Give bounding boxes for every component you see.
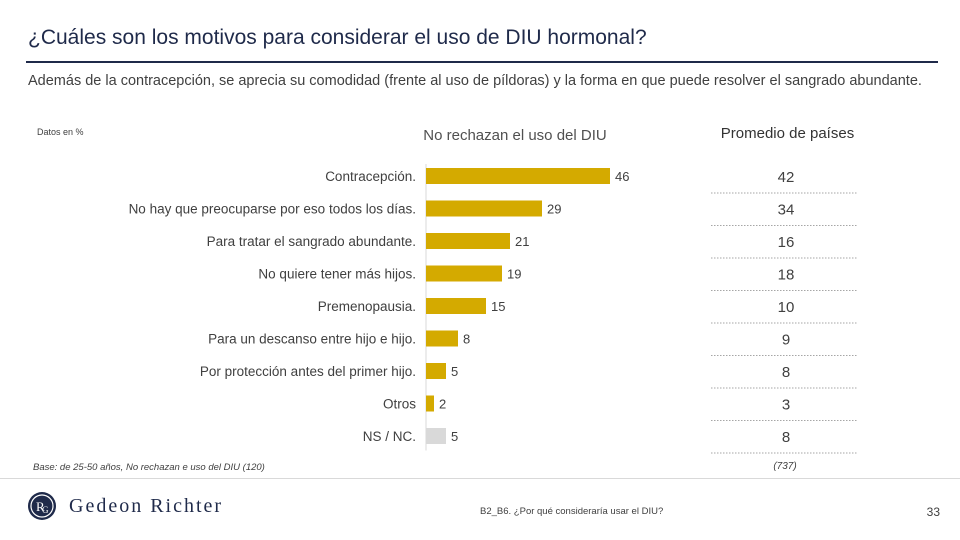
category-label: Premenopausia. [318, 299, 416, 314]
average-value: 18 [778, 267, 795, 284]
average-column-title: Promedio de países [720, 125, 855, 142]
bar [426, 428, 446, 444]
average-value: 8 [782, 429, 790, 446]
bar [426, 298, 486, 314]
page-number: 33 [926, 505, 940, 519]
data-label: 5 [451, 429, 458, 444]
company-logo: R G Gedeon Richter [27, 491, 223, 521]
category-label: Por protección antes del primer hijo. [200, 364, 416, 379]
data-label: 46 [615, 169, 629, 184]
svg-text:R: R [36, 499, 45, 514]
data-label: 5 [451, 364, 458, 379]
bar [426, 200, 542, 217]
average-value: 16 [778, 234, 795, 251]
average-value: 8 [782, 364, 790, 381]
bar [426, 168, 610, 184]
base-note: Base: de 25-50 años, No rechazan e uso d… [33, 462, 265, 473]
category-label: Otros [383, 397, 416, 412]
data-label: 2 [439, 397, 446, 412]
bar [426, 363, 446, 379]
svg-text:G: G [42, 505, 49, 515]
category-label: No hay que preocuparse por eso todos los… [129, 202, 416, 217]
category-label: Para un descanso entre hijo e hijo. [208, 332, 416, 347]
category-label: Contracepción. [325, 169, 416, 184]
title-divider [26, 61, 938, 63]
question-reference: B2_B6. ¿Por qué consideraría usar el DIU… [480, 506, 664, 517]
units-note: Datos en % [37, 127, 84, 137]
slide-subtitle: Además de la contracepción, se aprecia s… [28, 73, 922, 89]
chart-title: No rechazan el uso del DIU [423, 127, 607, 144]
data-label: 21 [515, 234, 529, 249]
bar [426, 265, 502, 282]
category-label: No quiere tener más hijos. [258, 267, 416, 282]
average-value: 10 [778, 299, 795, 316]
logo-wordmark: Gedeon Richter [69, 494, 224, 517]
data-label: 15 [491, 299, 505, 314]
average-value: 3 [782, 397, 790, 414]
bar [426, 395, 434, 412]
bar [426, 330, 458, 347]
average-value: 9 [782, 332, 790, 349]
data-label: 19 [507, 267, 521, 282]
footer-divider [0, 478, 960, 479]
data-label: 8 [463, 332, 470, 347]
category-label: NS / NC. [363, 429, 416, 444]
data-label: 29 [547, 202, 561, 217]
average-value: 42 [778, 169, 795, 186]
average-value: 34 [778, 202, 795, 219]
slide-title: ¿Cuáles son los motivos para considerar … [28, 26, 647, 49]
gedeon-richter-monogram-icon: R G [28, 492, 56, 520]
category-label: Para tratar el sangrado abundante. [207, 234, 416, 249]
bar [426, 233, 510, 249]
average-base-note: (737) [773, 461, 797, 472]
